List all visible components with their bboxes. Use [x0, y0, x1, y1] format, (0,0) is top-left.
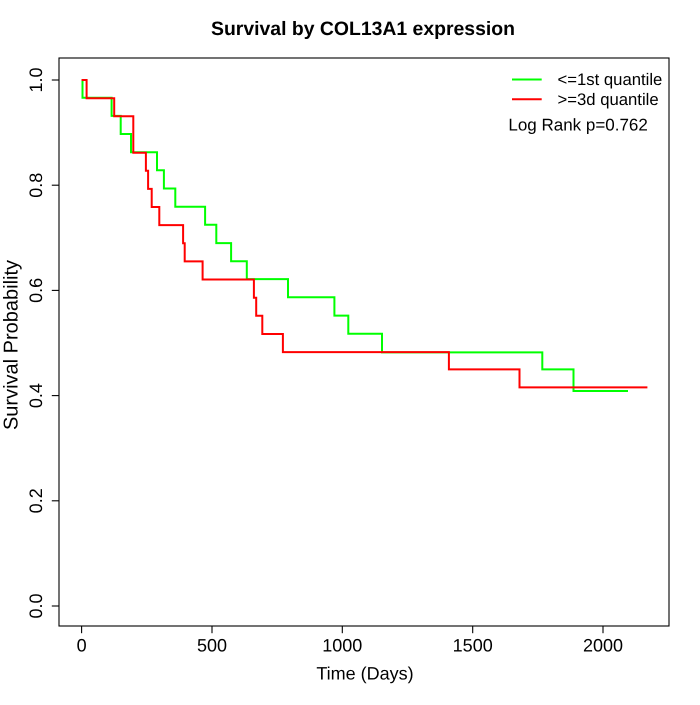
svg-text:Survival by COL13A1 expression: Survival by COL13A1 expression	[211, 18, 515, 40]
svg-text:Survival Probability: Survival Probability	[0, 260, 22, 430]
svg-text:Time (Days): Time (Days)	[316, 664, 413, 684]
svg-text:>=3d quantile: >=3d quantile	[558, 90, 659, 109]
svg-text:0.4: 0.4	[26, 383, 46, 408]
svg-text:2000: 2000	[583, 636, 623, 656]
svg-text:0.0: 0.0	[26, 593, 46, 618]
svg-text:0.6: 0.6	[26, 278, 46, 303]
svg-text:0.8: 0.8	[26, 173, 46, 198]
svg-text:<=1st quantile: <=1st quantile	[558, 70, 663, 89]
svg-text:1000: 1000	[322, 636, 362, 656]
svg-text:500: 500	[197, 636, 227, 656]
svg-text:1500: 1500	[453, 636, 493, 656]
svg-text:Log Rank p=0.762: Log Rank p=0.762	[508, 116, 647, 135]
svg-text:0.2: 0.2	[26, 488, 46, 513]
svg-text:0: 0	[77, 636, 87, 656]
svg-text:1.0: 1.0	[26, 67, 46, 92]
